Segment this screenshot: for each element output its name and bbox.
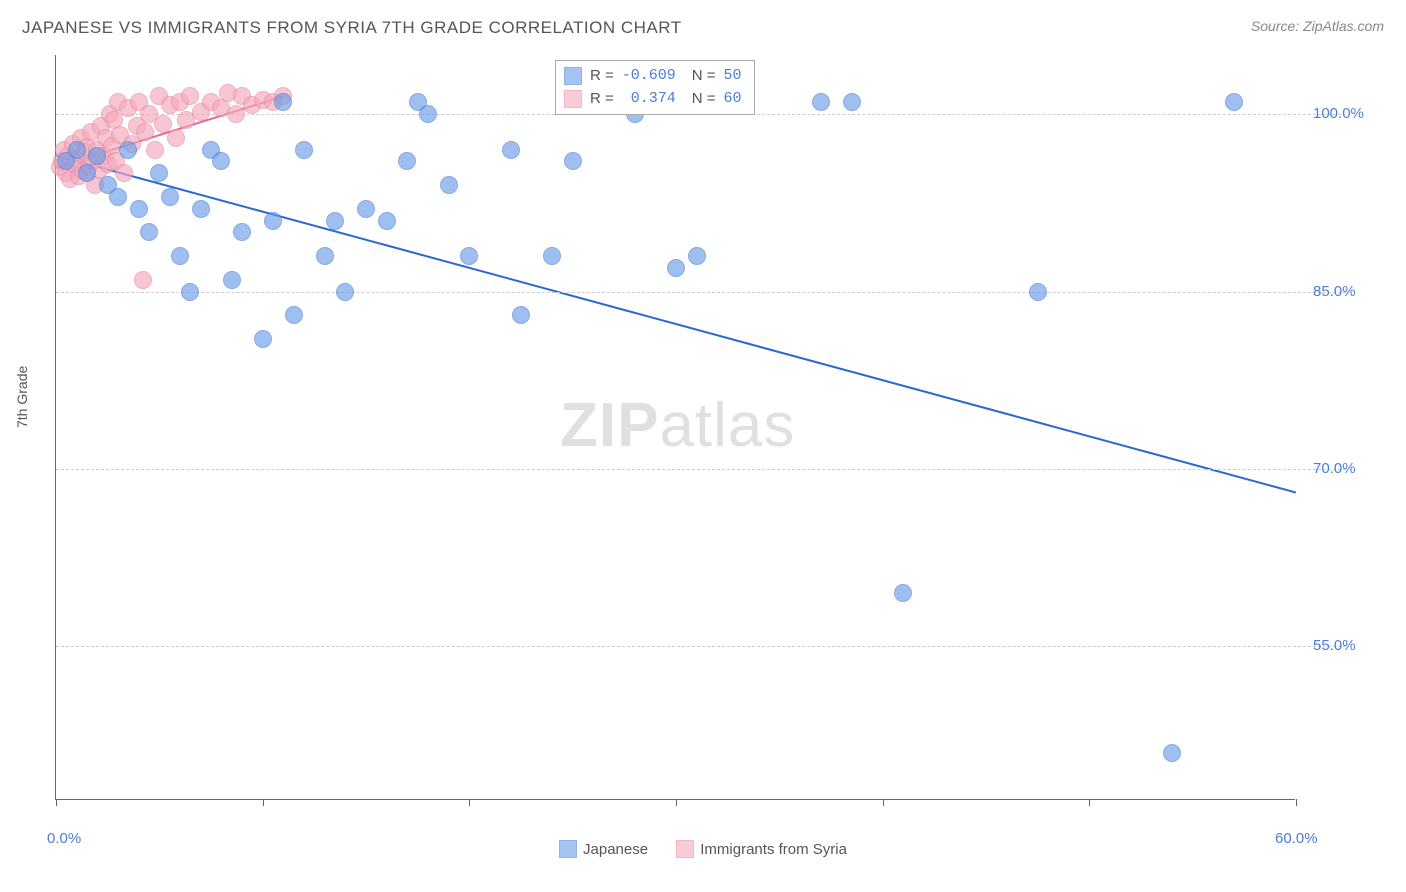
stat-legend: R = -0.609 N = 50 R = 0.374 N = 60 <box>555 60 755 115</box>
y-tick-label: 100.0% <box>1313 105 1364 122</box>
data-point <box>233 223 251 241</box>
data-point <box>512 306 530 324</box>
data-point <box>181 283 199 301</box>
swatch-syria <box>564 90 582 108</box>
data-point <box>78 164 96 182</box>
data-point <box>419 105 437 123</box>
n-label: N = <box>692 65 716 88</box>
r-label: R = <box>590 88 614 111</box>
data-point <box>68 141 86 159</box>
x-tick <box>469 799 470 806</box>
data-point <box>543 247 561 265</box>
swatch-japanese <box>559 840 577 858</box>
data-point <box>88 147 106 165</box>
data-point <box>192 200 210 218</box>
data-point <box>316 247 334 265</box>
x-tick <box>263 799 264 806</box>
legend-label-japanese: Japanese <box>583 841 648 858</box>
data-point <box>227 105 245 123</box>
legend-item-syria: Immigrants from Syria <box>676 840 847 858</box>
data-point <box>136 123 154 141</box>
chart-container: JAPANESE VS IMMIGRANTS FROM SYRIA 7TH GR… <box>0 0 1406 892</box>
x-tick <box>1089 799 1090 806</box>
data-point <box>688 247 706 265</box>
data-point <box>357 200 375 218</box>
data-point <box>1029 283 1047 301</box>
data-point <box>150 164 168 182</box>
chart-title: JAPANESE VS IMMIGRANTS FROM SYRIA 7TH GR… <box>22 18 682 38</box>
legend-item-japanese: Japanese <box>559 840 648 858</box>
trend-lines-layer <box>56 55 1356 800</box>
y-tick-label: 55.0% <box>1313 637 1356 654</box>
r-value-syria: 0.374 <box>622 88 676 111</box>
data-point <box>894 584 912 602</box>
data-point <box>812 93 830 111</box>
n-label: N = <box>692 88 716 111</box>
r-value-japanese: -0.609 <box>622 65 676 88</box>
data-point <box>161 188 179 206</box>
x-tick-label: 0.0% <box>47 830 81 847</box>
data-point <box>1225 93 1243 111</box>
data-point <box>336 283 354 301</box>
y-tick-label: 85.0% <box>1313 283 1356 300</box>
data-point <box>667 259 685 277</box>
data-point <box>502 141 520 159</box>
legend-label-syria: Immigrants from Syria <box>700 841 847 858</box>
plot-area <box>55 55 1295 800</box>
data-point <box>167 129 185 147</box>
n-value-japanese: 50 <box>724 65 742 88</box>
bottom-legend: Japanese Immigrants from Syria <box>0 840 1406 862</box>
data-point <box>254 330 272 348</box>
data-point <box>564 152 582 170</box>
data-point <box>1163 744 1181 762</box>
data-point <box>295 141 313 159</box>
x-tick <box>56 799 57 806</box>
trend-line <box>56 156 1296 493</box>
data-point <box>130 200 148 218</box>
data-point <box>460 247 478 265</box>
x-tick <box>1296 799 1297 806</box>
y-tick-label: 70.0% <box>1313 460 1356 477</box>
gridline <box>56 469 1346 470</box>
x-tick <box>883 799 884 806</box>
x-tick <box>676 799 677 806</box>
swatch-japanese <box>564 67 582 85</box>
data-point <box>326 212 344 230</box>
data-point <box>146 141 164 159</box>
data-point <box>134 271 152 289</box>
x-tick-label: 60.0% <box>1275 830 1318 847</box>
data-point <box>115 164 133 182</box>
stat-row-syria: R = 0.374 N = 60 <box>564 88 742 111</box>
data-point <box>274 93 292 111</box>
data-point <box>140 223 158 241</box>
gridline <box>56 646 1346 647</box>
data-point <box>223 271 241 289</box>
y-axis-title: 7th Grade <box>14 366 30 428</box>
swatch-syria <box>676 840 694 858</box>
data-point <box>212 152 230 170</box>
data-point <box>109 188 127 206</box>
stat-row-japanese: R = -0.609 N = 50 <box>564 65 742 88</box>
data-point <box>843 93 861 111</box>
data-point <box>378 212 396 230</box>
data-point <box>171 247 189 265</box>
gridline <box>56 292 1346 293</box>
data-point <box>119 141 137 159</box>
data-point <box>440 176 458 194</box>
data-point <box>398 152 416 170</box>
data-point <box>264 212 282 230</box>
r-label: R = <box>590 65 614 88</box>
source-label: Source: ZipAtlas.com <box>1251 18 1384 34</box>
n-value-syria: 60 <box>724 88 742 111</box>
data-point <box>285 306 303 324</box>
